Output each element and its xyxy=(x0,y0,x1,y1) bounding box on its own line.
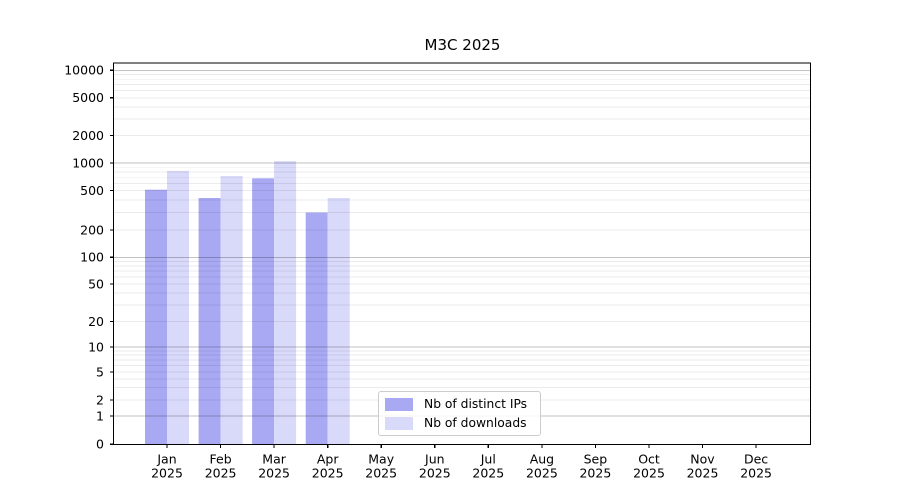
bar-nb-of-downloads-jan xyxy=(167,170,189,445)
y-tick-label-10000: 10000 xyxy=(64,63,104,78)
bar-nb-of-distinct-ips-feb xyxy=(198,198,221,445)
y-tick-label-10: 10 xyxy=(88,339,104,354)
x-tick-label-sep: Sep 2025 xyxy=(579,452,611,481)
legend-swatch-distinct-ips xyxy=(385,397,413,411)
y-tick-label-200: 200 xyxy=(80,222,104,237)
y-tick-label-1000: 1000 xyxy=(72,155,104,170)
legend-item-downloads: Nb of downloads xyxy=(385,416,534,431)
x-tick-label-aug: Aug 2025 xyxy=(526,452,558,481)
y-tick-label-5000: 5000 xyxy=(72,90,104,105)
y-tick-label-100: 100 xyxy=(80,250,104,265)
y-tick-label-5: 5 xyxy=(96,364,104,379)
x-tick-label-jun: Jun 2025 xyxy=(419,452,451,481)
x-tick-label-oct: Oct 2025 xyxy=(633,452,665,481)
chart-title: M3C 2025 xyxy=(424,36,501,54)
y-tick-label-2000: 2000 xyxy=(72,128,104,143)
legend-label-downloads: Nb of downloads xyxy=(424,416,527,430)
plot-border xyxy=(113,62,812,445)
x-tick-label-jul: Jul 2025 xyxy=(472,452,504,481)
y-tick-label-0: 0 xyxy=(96,437,104,452)
legend-label-distinct-ips: Nb of distinct IPs xyxy=(424,397,528,411)
bar-nb-of-distinct-ips-jan xyxy=(145,189,167,445)
x-tick-label-may: May 2025 xyxy=(365,452,397,481)
x-tick-label-jan: Jan 2025 xyxy=(151,452,183,481)
legend-swatch-downloads xyxy=(385,416,413,430)
y-tick-label-50: 50 xyxy=(88,276,104,291)
bar-nb-of-distinct-ips-mar xyxy=(252,178,275,445)
x-tick-label-nov: Nov 2025 xyxy=(687,452,719,481)
bar-nb-of-downloads-feb xyxy=(220,176,243,445)
y-tick-label-1: 1 xyxy=(96,408,104,423)
legend: Nb of distinct IPs Nb of downloads xyxy=(378,391,541,436)
x-tick-label-apr: Apr 2025 xyxy=(312,452,344,481)
x-tick-label-feb: Feb 2025 xyxy=(205,452,237,481)
y-tick-label-500: 500 xyxy=(80,183,104,198)
x-tick-label-mar: Mar 2025 xyxy=(258,452,290,481)
bar-nb-of-downloads-mar xyxy=(274,161,297,445)
bar-nb-of-distinct-ips-apr xyxy=(305,212,328,445)
y-tick-label-20: 20 xyxy=(88,314,104,329)
legend-item-distinct-ips: Nb of distinct IPs xyxy=(385,397,534,412)
bar-nb-of-downloads-apr xyxy=(327,198,350,445)
y-tick-label-2: 2 xyxy=(96,392,104,407)
x-tick-label-dec: Dec 2025 xyxy=(740,452,772,481)
